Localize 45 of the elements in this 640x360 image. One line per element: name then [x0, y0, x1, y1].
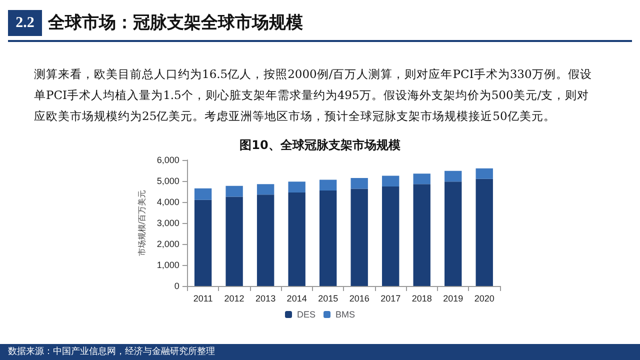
legend-label: BMS [336, 310, 356, 320]
x-tick-label: 2018 [412, 294, 432, 304]
bar [350, 188, 368, 286]
bar [476, 168, 493, 179]
bar [444, 182, 462, 286]
bar [256, 194, 274, 286]
bar [382, 176, 400, 186]
bar [288, 182, 306, 193]
caption: 图10、全球冠脉支架市场规模 [238, 137, 402, 154]
x-tick-label: 2017 [380, 294, 401, 304]
y-tick-label: 3,000 [156, 218, 180, 228]
bar [444, 170, 462, 182]
legend-label: DES [296, 310, 316, 320]
bar [413, 184, 430, 286]
bar [226, 186, 243, 197]
y-tick-label: 4,000 [156, 197, 180, 207]
bar [413, 174, 430, 184]
y-tick-label: 1,000 [156, 260, 180, 270]
text: 2.2 [8, 10, 42, 36]
bar [256, 184, 274, 195]
bar [226, 196, 243, 286]
y-axis-title: 市场规模/百万美元 [138, 190, 146, 256]
y-tick-label: 6,000 [156, 155, 180, 165]
chart-title: 全球市场：冠脉支架全球市场规模 [48, 12, 303, 35]
x-tick-label: 2012 [224, 294, 244, 304]
y-tick-label: 2,000 [156, 239, 180, 249]
bar [382, 186, 400, 286]
bar [319, 190, 337, 286]
x-tick-label: 2016 [349, 294, 370, 304]
bar [288, 192, 306, 286]
source-note: 数据来源：中国产业信息网，经济与金融研究所整理 [0, 344, 640, 360]
bar [319, 180, 337, 190]
x-tick-label: 2013 [256, 294, 276, 304]
bar [350, 178, 368, 189]
x-tick-label: 2019 [443, 294, 464, 304]
chart-subtitle: 测算来看，欧美目前总人口约为16.5亿人，按照2000例/百万人测算，则对应年PCI手术为330万例。假设单PCI手术人均植入量为1.5个，则心脏支架年需求量约为495万。假设海外支架均价为500美元/支，则对应欧美市场规模约为25亿美元。考虑亚洲等地区市场，预计全球冠脉支架市场规模接近50亿美元。 [34, 66, 593, 125]
bar [476, 178, 493, 286]
bar [194, 200, 212, 286]
x-tick-label: 2011 [193, 294, 213, 304]
bar [194, 188, 212, 200]
y-tick-label: 5,000 [156, 176, 180, 186]
x-tick-label: 2015 [318, 294, 338, 304]
y-tick-label: 0 [174, 281, 180, 291]
x-tick-label: 2020 [474, 294, 494, 304]
x-tick-label: 2014 [286, 294, 307, 304]
